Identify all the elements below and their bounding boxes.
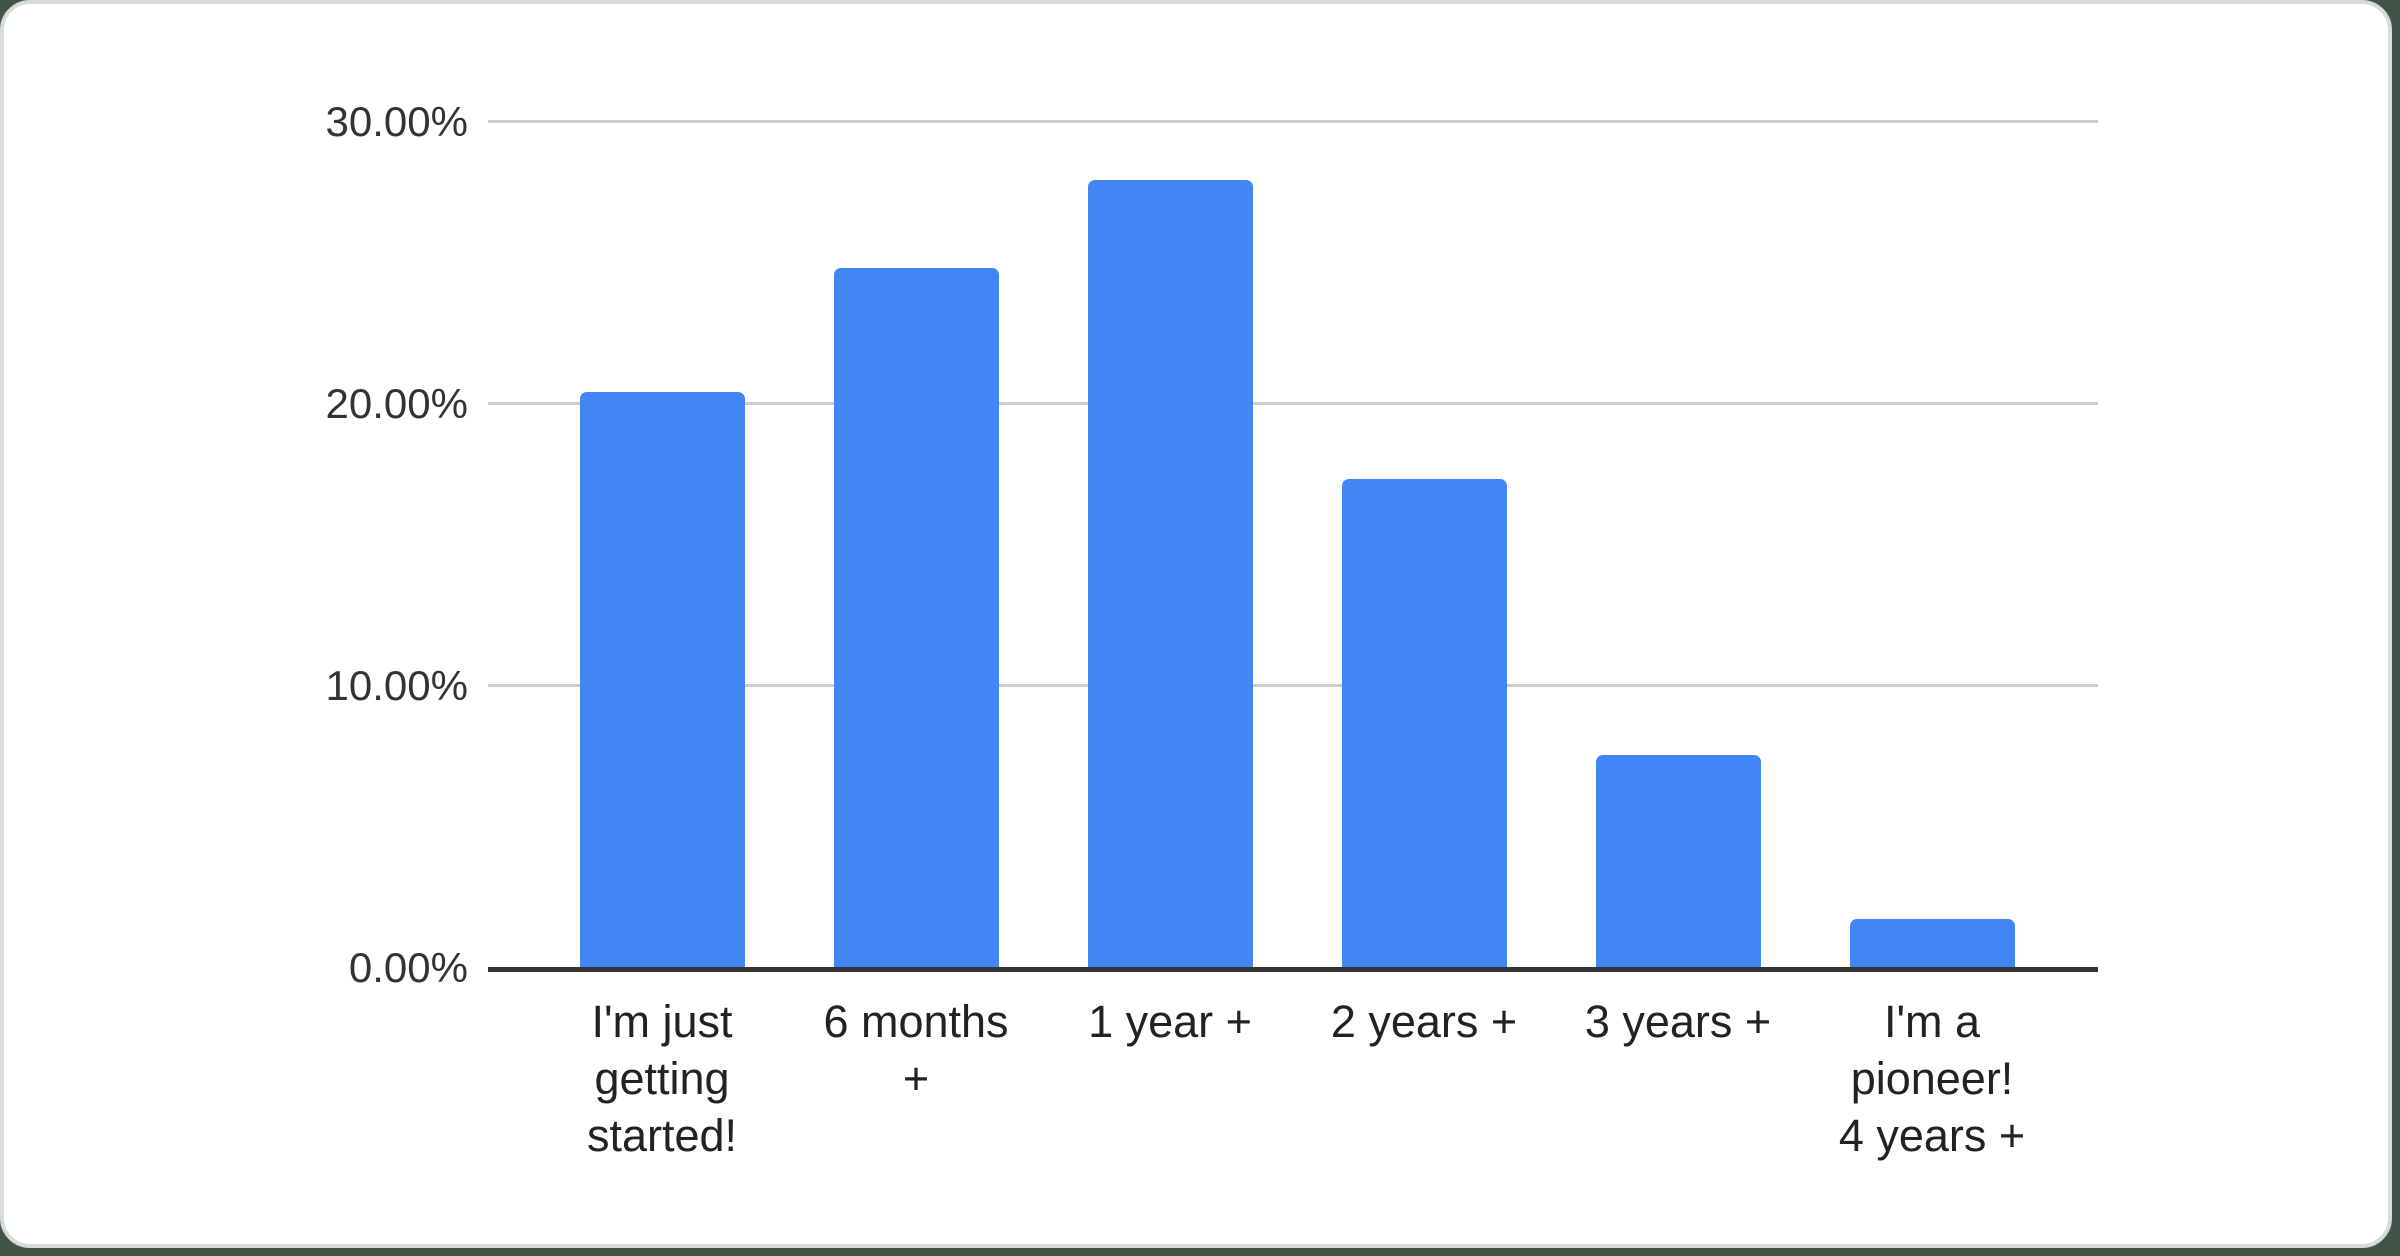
bar-2[interactable] <box>833 268 999 967</box>
gridline <box>488 684 2098 687</box>
bar-5[interactable] <box>1595 755 1761 967</box>
x-tick-label: 3 years + <box>1584 996 1772 1047</box>
y-tick-label: 30.00% <box>325 98 468 145</box>
y-tick-label: 0.00% <box>348 944 468 991</box>
y-tick-label: 10.00% <box>325 662 468 709</box>
x-tick-label: 2 years + <box>1330 996 1518 1047</box>
bar-1[interactable] <box>579 392 745 967</box>
gridline <box>488 402 2098 405</box>
x-tick-label: I'm just getting started! <box>586 996 738 1161</box>
y-tick-label: 20.00% <box>325 380 468 427</box>
x-axis-baseline <box>488 967 2098 972</box>
bar-6[interactable] <box>1849 919 2015 967</box>
bar-4[interactable] <box>1341 479 1507 967</box>
x-tick-label: I'm a pioneer! 4 years + <box>1838 996 2026 1161</box>
bar-3[interactable] <box>1087 180 1253 967</box>
x-tick-label: 1 year + <box>1088 996 1252 1047</box>
x-tick-label: 6 months + <box>823 996 1009 1104</box>
gridline <box>488 120 2098 123</box>
